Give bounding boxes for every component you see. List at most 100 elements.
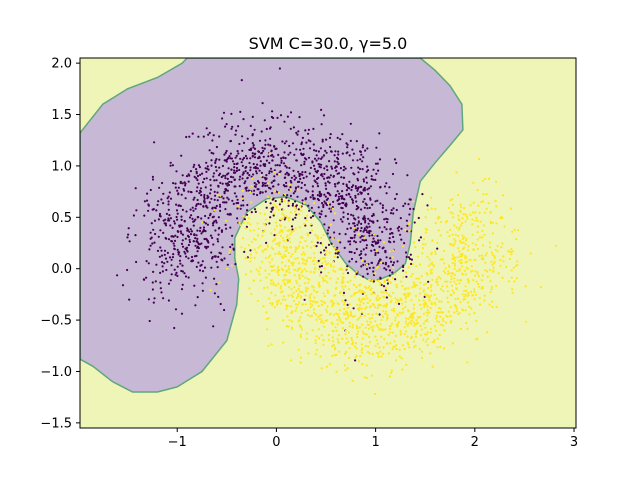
class0-point	[342, 211, 345, 214]
class1-point	[342, 280, 345, 283]
class1-point	[268, 261, 271, 264]
class0-point	[203, 201, 206, 204]
class1-point	[353, 291, 357, 295]
class0-point	[246, 171, 249, 175]
class1-point	[332, 313, 336, 316]
class1-point	[469, 258, 472, 262]
class0-point	[204, 222, 207, 225]
class1-point	[441, 258, 444, 261]
class0-point	[333, 183, 337, 186]
class0-point	[206, 165, 209, 168]
class1-point	[420, 307, 423, 310]
class1-point	[409, 320, 412, 323]
class1-point	[424, 303, 427, 306]
class1-point	[476, 247, 480, 251]
class0-point	[326, 168, 329, 172]
class0-point	[167, 195, 170, 198]
class1-point	[416, 321, 419, 324]
class0-point	[303, 160, 306, 163]
class1-point	[399, 298, 402, 301]
class1-point	[281, 212, 284, 215]
class0-point	[168, 214, 171, 217]
class1-point	[270, 196, 273, 200]
class0-point	[145, 199, 149, 202]
class0-point	[368, 206, 371, 209]
class1-point	[283, 193, 286, 196]
class0-point	[367, 169, 370, 172]
class1-point	[451, 262, 454, 265]
class1-point	[435, 314, 438, 318]
class0-point	[253, 166, 256, 169]
class1-point	[407, 317, 410, 320]
class0-point	[404, 251, 408, 254]
class1-point	[342, 294, 345, 297]
class1-point	[454, 305, 457, 308]
class1-point	[281, 298, 285, 301]
class1-point	[413, 311, 416, 314]
class0-point	[368, 229, 371, 233]
class0-point	[150, 222, 153, 225]
class1-point	[387, 333, 390, 336]
class1-point	[320, 319, 323, 322]
class0-point	[255, 183, 258, 186]
class0-point	[368, 232, 371, 235]
class1-point	[281, 229, 284, 232]
class0-point	[260, 171, 263, 174]
class1-point	[467, 292, 470, 295]
class0-point	[278, 164, 281, 167]
class1-point	[357, 232, 360, 235]
class1-point	[294, 227, 297, 230]
class1-point	[351, 343, 354, 346]
class0-point	[157, 218, 160, 221]
class1-point	[296, 282, 299, 285]
class1-point	[299, 326, 302, 329]
class0-point	[212, 172, 216, 175]
class1-point	[245, 256, 248, 260]
class0-point	[216, 238, 219, 241]
class0-point	[362, 218, 365, 221]
class1-point	[313, 252, 316, 255]
class0-point	[299, 177, 302, 180]
class0-point	[152, 270, 155, 273]
class0-point	[177, 192, 180, 195]
class1-point	[335, 353, 338, 356]
class1-point	[352, 315, 355, 318]
class0-point	[267, 143, 270, 146]
class1-point	[378, 346, 381, 349]
class0-point	[333, 160, 336, 163]
class0-point	[181, 182, 184, 185]
class0-point	[398, 225, 401, 228]
class1-point	[446, 280, 449, 283]
class1-point	[392, 266, 395, 269]
class0-point	[220, 258, 223, 261]
class1-point	[459, 224, 463, 227]
class1-point	[303, 268, 306, 271]
class1-point	[400, 280, 403, 283]
class1-point	[286, 281, 289, 284]
class0-point	[258, 169, 261, 172]
class1-point	[404, 300, 407, 303]
class0-point	[264, 143, 267, 146]
class0-point	[226, 158, 229, 161]
class1-point	[430, 283, 433, 287]
class0-point	[230, 168, 233, 171]
class1-point	[436, 337, 439, 340]
class0-point	[180, 224, 183, 227]
class0-point	[194, 237, 197, 240]
class0-point	[185, 210, 188, 213]
class1-point	[400, 357, 403, 360]
class1-point	[299, 316, 302, 319]
class1-point	[270, 291, 273, 294]
class1-point	[362, 332, 365, 335]
class0-point	[374, 251, 377, 255]
class0-point	[127, 227, 130, 230]
class0-point	[236, 198, 239, 201]
class1-point	[476, 219, 479, 222]
class0-point	[205, 237, 208, 241]
class1-point	[336, 323, 339, 326]
class0-point	[189, 233, 193, 236]
class1-point	[356, 333, 359, 336]
class0-point	[212, 325, 215, 328]
class0-point	[359, 150, 362, 153]
class1-point	[483, 211, 486, 214]
